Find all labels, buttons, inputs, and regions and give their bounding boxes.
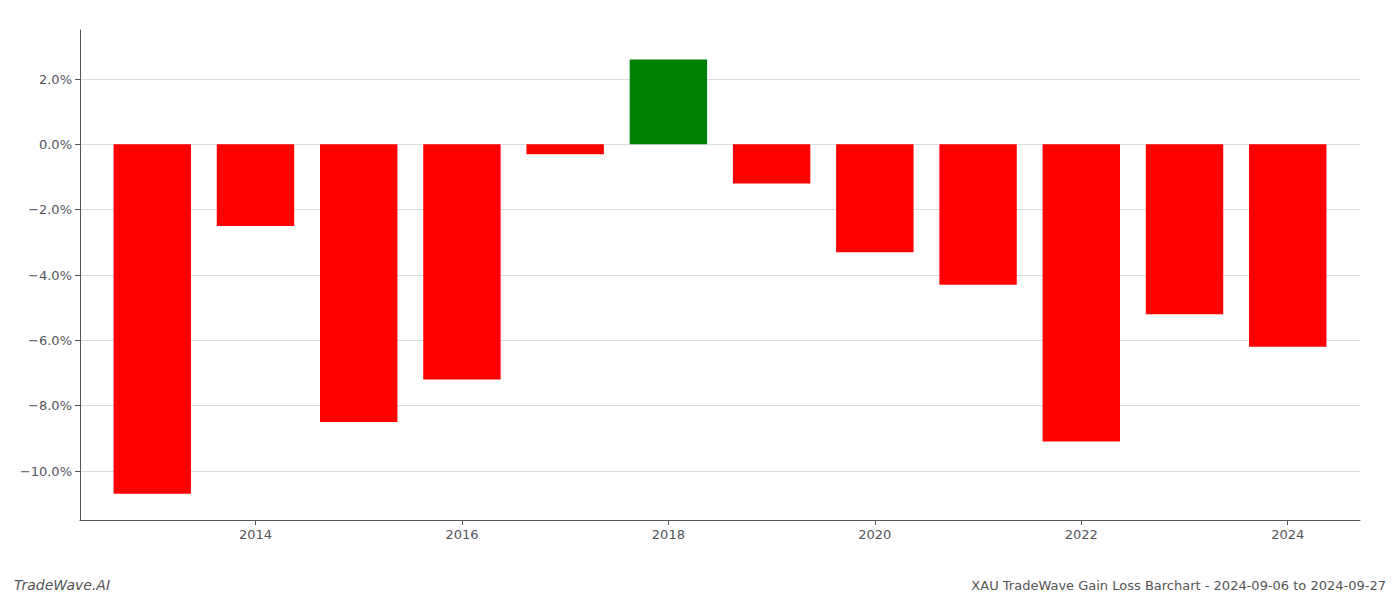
svg-text:−6.0%: −6.0% [28, 333, 72, 348]
svg-text:2.0%: 2.0% [39, 72, 72, 87]
svg-text:2024: 2024 [1271, 527, 1304, 542]
svg-text:−2.0%: −2.0% [28, 202, 72, 217]
svg-text:2016: 2016 [445, 527, 478, 542]
svg-text:2018: 2018 [652, 527, 685, 542]
svg-text:XAU TradeWave Gain Loss Barcha: XAU TradeWave Gain Loss Barchart - 2024-… [971, 578, 1386, 593]
svg-text:2020: 2020 [858, 527, 891, 542]
svg-text:−4.0%: −4.0% [28, 268, 72, 283]
svg-text:TradeWave.AI: TradeWave.AI [14, 577, 110, 593]
svg-text:−10.0%: −10.0% [20, 464, 72, 479]
svg-text:0.0%: 0.0% [39, 137, 72, 152]
svg-text:2022: 2022 [1065, 527, 1098, 542]
svg-text:2014: 2014 [239, 527, 272, 542]
svg-text:−8.0%: −8.0% [28, 398, 72, 413]
